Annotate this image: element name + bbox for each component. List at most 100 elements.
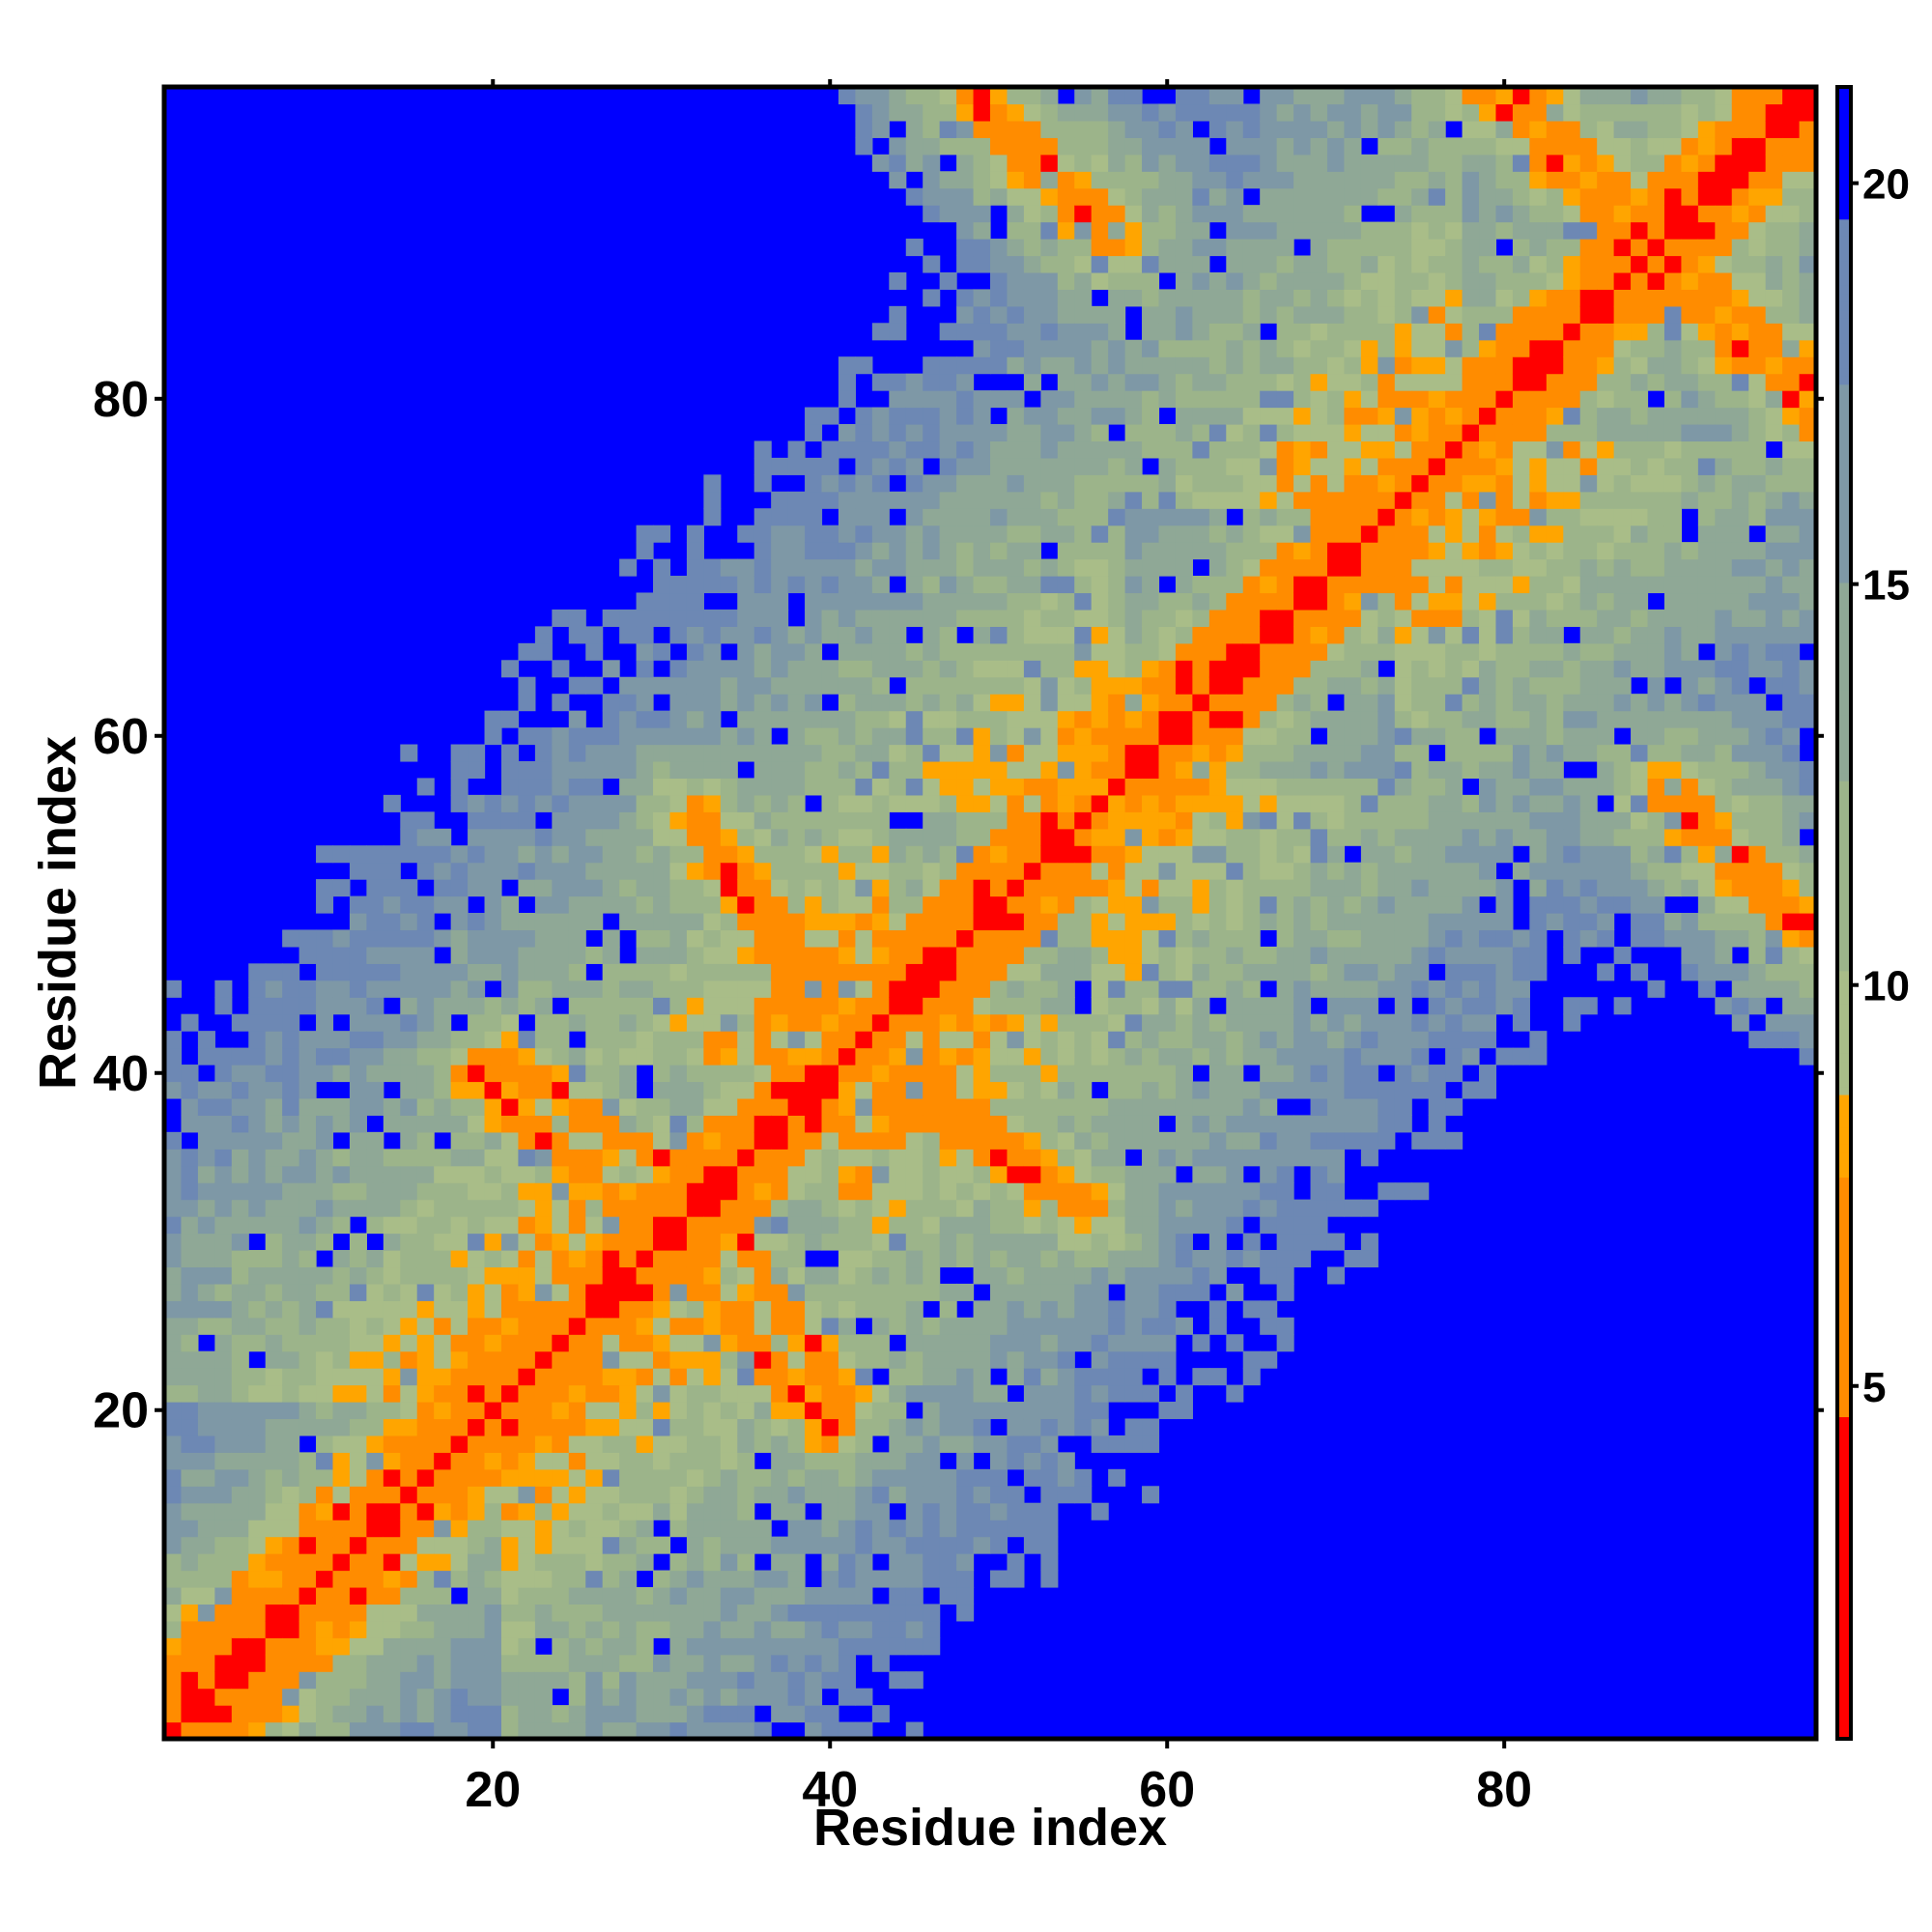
heatmap-cell: [214, 1249, 233, 1268]
heatmap-cell: [1428, 929, 1446, 948]
heatmap-cell: [1310, 1182, 1328, 1201]
heatmap-cell: [1310, 676, 1328, 695]
heatmap-cell: [1057, 828, 1075, 846]
heatmap-cell: [1226, 997, 1244, 1015]
heatmap-cell: [1208, 913, 1227, 931]
heatmap-cell: [1023, 305, 1041, 324]
heatmap-cell: [990, 778, 1009, 796]
heatmap-cell: [1192, 576, 1210, 594]
heatmap-cell: [534, 1216, 553, 1235]
heatmap-cell: [737, 576, 755, 594]
heatmap-cell: [1226, 1165, 1244, 1183]
heatmap-cell: [669, 1182, 688, 1201]
heatmap-cell: [552, 1131, 570, 1150]
heatmap-cell: [703, 660, 722, 678]
heatmap-cell: [1226, 1334, 1244, 1352]
heatmap-cell: [434, 895, 452, 914]
heatmap-cell: [1260, 710, 1278, 728]
heatmap-cell: [619, 1065, 638, 1083]
heatmap-cell: [821, 1705, 839, 1723]
heatmap-cell: [787, 980, 806, 998]
heatmap-cell: [871, 407, 890, 425]
heatmap-cell: [1293, 794, 1312, 812]
heatmap-cell: [973, 474, 991, 493]
heatmap-cell: [1023, 1013, 1041, 1032]
heatmap-cell: [434, 1350, 452, 1369]
heatmap-cell: [468, 1065, 486, 1083]
heatmap-cell: [990, 1468, 1009, 1487]
heatmap-cell: [720, 1233, 738, 1251]
heatmap-cell: [366, 1553, 384, 1572]
heatmap-cell: [1276, 710, 1294, 728]
heatmap-cell: [1192, 154, 1210, 172]
heatmap-cell: [737, 525, 755, 543]
heatmap-cell: [737, 1637, 755, 1656]
heatmap-cell: [416, 1182, 435, 1201]
heatmap-cell: [1023, 862, 1041, 880]
heatmap-cell: [181, 1350, 199, 1369]
heatmap-cell: [1310, 1097, 1328, 1116]
heatmap-cell: [1007, 407, 1025, 425]
heatmap-cell: [939, 1384, 957, 1403]
heatmap-cell: [990, 1031, 1009, 1049]
heatmap-cell: [416, 1317, 435, 1335]
heatmap-cell: [973, 811, 991, 830]
heatmap-cell: [653, 1233, 671, 1251]
heatmap-cell: [990, 1149, 1009, 1167]
heatmap-cell: [923, 879, 941, 897]
heatmap-cell: [1326, 137, 1346, 156]
heatmap-cell: [1428, 87, 1446, 105]
heatmap-cell: [1411, 895, 1430, 914]
heatmap-cell: [889, 1182, 907, 1201]
heatmap-cell: [1124, 879, 1143, 897]
heatmap-cell: [871, 1536, 890, 1554]
heatmap-cell: [990, 1536, 1009, 1554]
heatmap-cell: [1091, 474, 1109, 493]
heatmap-cell: [1124, 171, 1143, 189]
heatmap-cell: [602, 727, 620, 746]
heatmap-cell: [316, 1520, 334, 1538]
heatmap-cell: [1242, 305, 1261, 324]
heatmap-cell: [400, 997, 418, 1015]
heatmap-cell: [737, 1721, 755, 1740]
heatmap-cell: [602, 694, 620, 712]
heatmap-cell: [416, 778, 435, 796]
heatmap-cell: [1326, 423, 1346, 442]
heatmap-cell: [653, 1115, 671, 1133]
heatmap-cell: [1310, 1216, 1328, 1235]
heatmap-cell: [1310, 576, 1328, 594]
heatmap-cell: [636, 1368, 654, 1386]
heatmap-cell: [1242, 171, 1261, 189]
heatmap-cell: [889, 154, 907, 172]
heatmap-cell: [197, 1502, 215, 1520]
heatmap-cell: [855, 525, 873, 543]
heatmap-cell: [871, 120, 890, 138]
heatmap-cell: [1124, 339, 1143, 357]
heatmap-cell: [905, 963, 923, 981]
heatmap-cell: [871, 1620, 890, 1638]
heatmap-cell: [787, 542, 806, 560]
heatmap-cell: [1310, 980, 1328, 998]
heatmap-cell: [585, 1604, 604, 1622]
heatmap-cell: [771, 1149, 789, 1167]
heatmap-cell: [1360, 1233, 1378, 1251]
heatmap-cell: [889, 980, 907, 998]
heatmap-cell: [737, 727, 755, 746]
heatmap-cell: [990, 862, 1009, 880]
heatmap-cell: [1108, 525, 1126, 543]
heatmap-cell: [1276, 356, 1294, 375]
heatmap-cell: [703, 1047, 722, 1065]
heatmap-cell: [316, 1654, 334, 1672]
heatmap-cell: [1091, 1047, 1109, 1065]
heatmap-cell: [838, 1553, 857, 1572]
heatmap-cell: [939, 1031, 957, 1049]
heatmap-cell: [889, 879, 907, 897]
heatmap-cell: [1242, 205, 1261, 223]
heatmap-cell: [1394, 474, 1412, 493]
heatmap-cell: [1074, 440, 1093, 459]
heatmap-cell: [686, 760, 704, 780]
heatmap-cell: [1007, 845, 1025, 864]
heatmap-cell: [1175, 373, 1193, 391]
heatmap-cell: [771, 1536, 789, 1554]
heatmap-cell: [1192, 1199, 1210, 1217]
